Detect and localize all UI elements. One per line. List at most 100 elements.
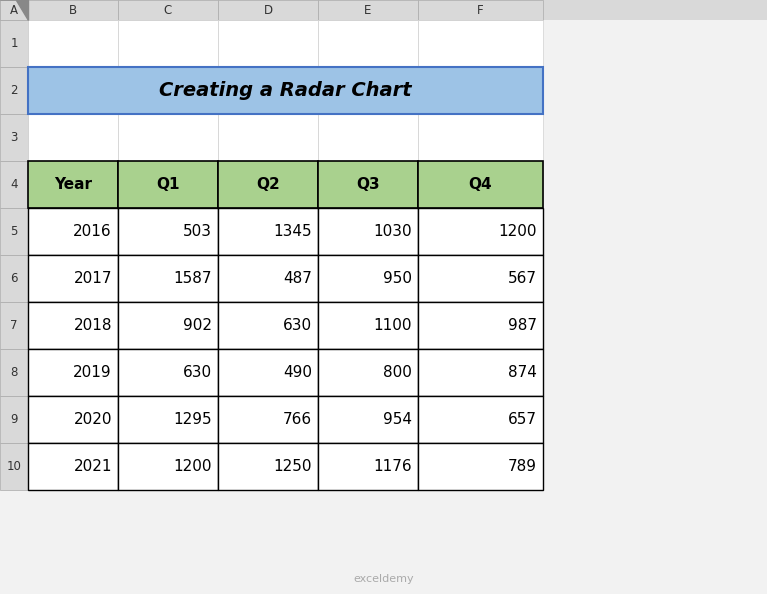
Text: Year: Year <box>54 177 92 192</box>
Bar <box>318 161 418 208</box>
Bar <box>318 396 418 443</box>
Text: 2021: 2021 <box>74 459 112 474</box>
Bar <box>0 161 28 208</box>
Text: 567: 567 <box>508 271 537 286</box>
Bar <box>0 0 28 20</box>
Text: 1295: 1295 <box>173 412 212 427</box>
Bar <box>418 349 543 396</box>
Bar <box>28 443 118 490</box>
Bar <box>118 67 218 114</box>
Bar <box>218 443 318 490</box>
Bar <box>28 443 118 490</box>
Text: 1: 1 <box>10 37 18 50</box>
Bar <box>118 396 218 443</box>
Bar <box>28 20 118 67</box>
Bar <box>318 349 418 396</box>
Bar <box>218 161 318 208</box>
FancyBboxPatch shape <box>28 67 543 114</box>
Text: 5: 5 <box>10 225 18 238</box>
Text: 3: 3 <box>10 131 18 144</box>
Text: 657: 657 <box>508 412 537 427</box>
Text: Q4: Q4 <box>469 177 492 192</box>
Text: 1176: 1176 <box>374 459 412 474</box>
Bar <box>0 255 28 302</box>
Text: 2016: 2016 <box>74 224 112 239</box>
Bar <box>418 396 543 443</box>
Text: 902: 902 <box>183 318 212 333</box>
Bar <box>218 302 318 349</box>
Bar <box>218 208 318 255</box>
Bar <box>118 20 218 67</box>
Bar <box>218 114 318 161</box>
Bar <box>318 255 418 302</box>
Bar <box>218 396 318 443</box>
Bar <box>218 349 318 396</box>
Bar <box>0 67 28 114</box>
Bar <box>218 0 318 20</box>
Bar <box>118 302 218 349</box>
Bar <box>318 302 418 349</box>
Bar <box>318 114 418 161</box>
Bar <box>418 255 543 302</box>
Bar <box>418 302 543 349</box>
Bar <box>318 208 418 255</box>
Bar <box>418 302 543 349</box>
Bar <box>118 208 218 255</box>
Bar <box>318 443 418 490</box>
Bar <box>318 67 418 114</box>
Bar <box>318 302 418 349</box>
Bar <box>0 302 28 349</box>
Bar <box>418 67 543 114</box>
Bar <box>318 255 418 302</box>
Bar <box>28 161 118 208</box>
Bar <box>418 396 543 443</box>
Bar <box>218 396 318 443</box>
Text: 2020: 2020 <box>74 412 112 427</box>
Bar <box>0 0 28 20</box>
Text: 2018: 2018 <box>74 318 112 333</box>
Polygon shape <box>16 0 28 20</box>
Text: 10: 10 <box>7 460 21 473</box>
Bar <box>0 349 28 396</box>
Text: 503: 503 <box>183 224 212 239</box>
Bar <box>218 20 318 67</box>
Bar <box>118 302 218 349</box>
Bar <box>118 208 218 255</box>
Bar <box>28 302 118 349</box>
Bar <box>118 443 218 490</box>
Bar <box>218 443 318 490</box>
Bar <box>28 208 118 255</box>
Bar <box>318 396 418 443</box>
Text: 874: 874 <box>508 365 537 380</box>
Text: 1587: 1587 <box>173 271 212 286</box>
Bar <box>118 443 218 490</box>
Bar <box>318 443 418 490</box>
Bar <box>318 349 418 396</box>
Text: 1030: 1030 <box>374 224 412 239</box>
Text: D: D <box>263 4 272 17</box>
Text: 987: 987 <box>508 318 537 333</box>
Bar <box>28 255 118 302</box>
Text: C: C <box>164 4 172 17</box>
Bar <box>28 114 118 161</box>
Bar <box>418 114 543 161</box>
Text: 1345: 1345 <box>273 224 312 239</box>
Bar <box>118 396 218 443</box>
Bar <box>318 20 418 67</box>
Bar <box>218 161 318 208</box>
Bar <box>418 161 543 208</box>
Bar <box>418 443 543 490</box>
Bar <box>0 208 28 255</box>
Text: E: E <box>364 4 372 17</box>
Bar <box>118 114 218 161</box>
Bar <box>118 349 218 396</box>
Bar <box>418 20 543 67</box>
Bar <box>118 349 218 396</box>
Bar <box>118 255 218 302</box>
Bar <box>218 67 318 114</box>
Bar <box>0 443 28 490</box>
Bar <box>418 255 543 302</box>
Bar <box>0 114 28 161</box>
Text: 1250: 1250 <box>274 459 312 474</box>
Bar <box>418 349 543 396</box>
